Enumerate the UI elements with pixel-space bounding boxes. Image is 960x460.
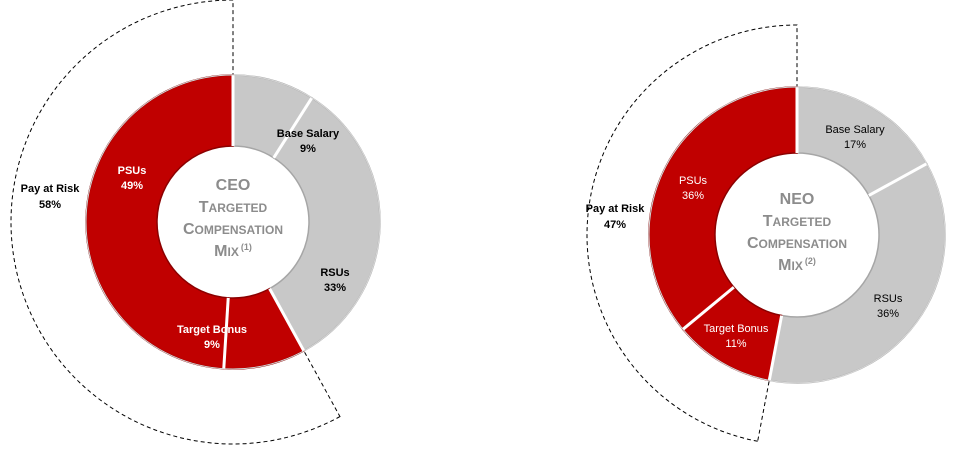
pay-at-risk-value: 58%: [39, 199, 61, 211]
center-line-targeted: TARGETED: [199, 199, 268, 216]
value-target-bonus: 11%: [725, 338, 746, 350]
center-title: CEO: [216, 177, 251, 194]
value-rsus: 33%: [324, 282, 346, 294]
value-base-salary: 9%: [300, 143, 316, 155]
donut-outline: [85, 74, 381, 370]
segment-psus: [648, 86, 798, 331]
value-rsus: 36%: [877, 308, 899, 320]
segment-separator: [868, 162, 928, 197]
value-psus: 49%: [121, 180, 143, 192]
donut-outline: [648, 86, 946, 384]
segment-separator: [272, 97, 314, 159]
chart-neo: Base Salary 17% RSUs 36% Target Bonus 11% PSUs…: [586, 24, 946, 442]
pay-at-risk-label: Pay at Risk: [586, 203, 646, 215]
pay-at-risk-label: Pay at Risk: [21, 183, 81, 195]
center-line-targeted: TARGETED: [763, 213, 832, 230]
center-line-mix: MIX (2): [778, 256, 816, 274]
center-line-mix: MIX (1): [214, 242, 252, 260]
segment-separator: [268, 287, 306, 352]
label-rsus: RSUs: [874, 293, 903, 305]
value-target-bonus: 9%: [204, 339, 220, 351]
label-target-bonus: Target Bonus: [704, 323, 769, 335]
label-base-salary: Base Salary: [277, 128, 340, 140]
segment-separator: [222, 297, 230, 369]
value-base-salary: 17%: [844, 139, 866, 151]
label-target-bonus: Target Bonus: [177, 324, 247, 336]
label-base-salary: Base Salary: [825, 124, 885, 136]
center-title: NEO: [780, 191, 815, 208]
segment-separator: [682, 286, 735, 331]
center-line-compensation: COMPENSATION: [183, 221, 283, 238]
pay-at-risk-value: 47%: [604, 219, 626, 231]
pay-at-risk-arc: [10, 0, 341, 445]
label-psus: PSUs: [679, 175, 708, 187]
label-psus: PSUs: [118, 165, 147, 177]
segment-separator: [767, 315, 784, 381]
label-rsus: RSUs: [320, 267, 349, 279]
chart-ceo: Base Salary 9% RSUs 33% Target Bonus 9% PSUs 49…: [10, 0, 381, 445]
value-psus: 36%: [682, 190, 704, 202]
center-line-compensation: COMPENSATION: [747, 235, 847, 252]
